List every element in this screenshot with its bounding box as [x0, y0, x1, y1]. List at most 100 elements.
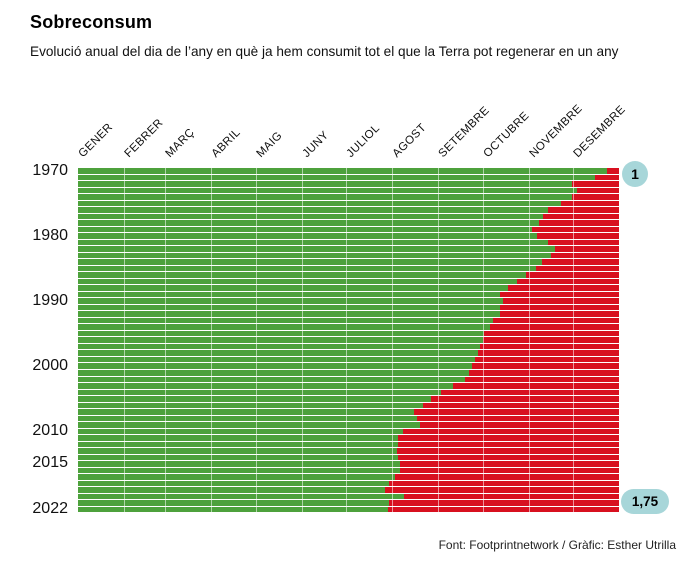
year-row-2019: [78, 487, 619, 494]
regeneration-segment: [78, 220, 539, 226]
year-row-1972: [78, 181, 619, 188]
year-row-1997: [78, 343, 619, 351]
month-gridline: [346, 168, 348, 512]
year-tick-2010: 2010: [32, 421, 68, 439]
month-label-març: MARÇ: [163, 126, 198, 160]
year-row-1981: [78, 239, 619, 247]
year-tick-2015: 2015: [32, 454, 68, 472]
regeneration-segment: [78, 454, 399, 461]
month-gridline: [123, 168, 125, 512]
regeneration-segment: [78, 506, 388, 513]
month-label-octubre: OCTUBRE: [481, 109, 532, 160]
year-row-1996: [78, 337, 619, 344]
regeneration-segment: [78, 415, 418, 422]
regeneration-segment: [78, 278, 517, 285]
regeneration-segment: [78, 448, 397, 454]
regeneration-segment: [78, 252, 551, 259]
source-credit: Font: Footprintnetwork / Gràfic: Esther …: [438, 538, 676, 552]
regeneration-segment: [78, 213, 544, 220]
year-row-2002: [78, 376, 619, 384]
regeneration-segment: [78, 343, 480, 350]
chart-plot: [78, 168, 619, 513]
year-row-2011: [78, 435, 619, 442]
regeneration-segment: [78, 396, 431, 402]
regeneration-segment: [78, 304, 501, 311]
regeneration-segment: [78, 389, 442, 396]
year-row-1988: [78, 285, 619, 292]
year-row-1977: [78, 213, 619, 221]
regeneration-segment: [78, 474, 396, 480]
regeneration-segment: [78, 200, 562, 207]
regeneration-segment: [78, 259, 542, 265]
year-row-1974: [78, 194, 619, 201]
regeneration-segment: [78, 422, 421, 428]
month-gridline: [255, 168, 257, 512]
regeneration-segment: [78, 330, 485, 337]
year-row-2007: [78, 409, 619, 416]
regeneration-segment: [78, 317, 493, 324]
year-row-2018: [78, 480, 619, 488]
year-row-1992: [78, 311, 619, 318]
year-row-2017: [78, 474, 619, 481]
year-row-2022: [78, 506, 619, 513]
regeneration-segment: [78, 467, 400, 474]
regeneration-segment: [78, 291, 501, 298]
regeneration-segment: [78, 194, 572, 200]
year-row-1982: [78, 246, 619, 253]
year-row-1984: [78, 259, 619, 266]
month-gridline: [528, 168, 530, 512]
regeneration-segment: [78, 226, 532, 233]
year-tick-1970: 1970: [32, 162, 68, 180]
regeneration-segment: [78, 356, 476, 363]
month-gridline: [211, 168, 213, 512]
regeneration-segment: [78, 181, 572, 187]
regeneration-segment: [78, 369, 470, 376]
regeneration-segment: [78, 233, 538, 239]
year-row-1990: [78, 298, 619, 305]
year-row-2005: [78, 396, 619, 403]
year-row-1979: [78, 226, 619, 234]
year-row-1998: [78, 350, 619, 357]
year-row-2013: [78, 448, 619, 455]
regeneration-segment: [78, 350, 479, 356]
year-tick-1990: 1990: [32, 292, 68, 310]
month-label-setembre: SETEMBRE: [436, 104, 493, 160]
year-row-1973: [78, 187, 619, 195]
year-row-1970: [78, 168, 619, 175]
regeneration-segment: [78, 363, 473, 369]
year-row-2012: [78, 441, 619, 449]
year-row-2008: [78, 415, 619, 423]
year-row-1993: [78, 317, 619, 325]
year-row-2001: [78, 369, 619, 377]
year-row-1971: [78, 174, 619, 182]
regeneration-segment: [78, 337, 483, 343]
year-row-1978: [78, 220, 619, 227]
year-row-2015: [78, 461, 619, 468]
regeneration-segment: [78, 383, 453, 389]
year-row-2009: [78, 422, 619, 429]
month-label-juny: JUNY: [300, 129, 332, 160]
regeneration-segment: [78, 246, 556, 252]
year-row-2000: [78, 363, 619, 370]
year-row-1999: [78, 356, 619, 364]
year-row-2004: [78, 389, 619, 397]
regeneration-segment: [78, 428, 403, 435]
month-label-novembre: NOVEMBRE: [527, 102, 585, 160]
month-label-abril: ABRIL: [209, 126, 244, 160]
page-subtitle: Evolució anual del dia de l’any en què j…: [30, 44, 619, 59]
regeneration-segment: [78, 324, 491, 330]
regeneration-segment: [78, 168, 608, 174]
year-row-2006: [78, 402, 619, 410]
year-axis: 1970 1980 1990 2000 2010 2015 2022: [0, 163, 73, 517]
regeneration-segment: [78, 174, 596, 181]
regeneration-segment: [78, 480, 390, 487]
month-label-desembre: DESEMBRE: [571, 103, 628, 160]
regeneration-segment: [78, 239, 548, 246]
regeneration-segment: [78, 298, 504, 304]
month-label-gener: GENER: [76, 121, 116, 160]
regeneration-segment: [78, 500, 390, 506]
month-gridline: [482, 168, 484, 512]
month-label-agost: AGOST: [390, 121, 430, 160]
year-row-2021: [78, 500, 619, 507]
